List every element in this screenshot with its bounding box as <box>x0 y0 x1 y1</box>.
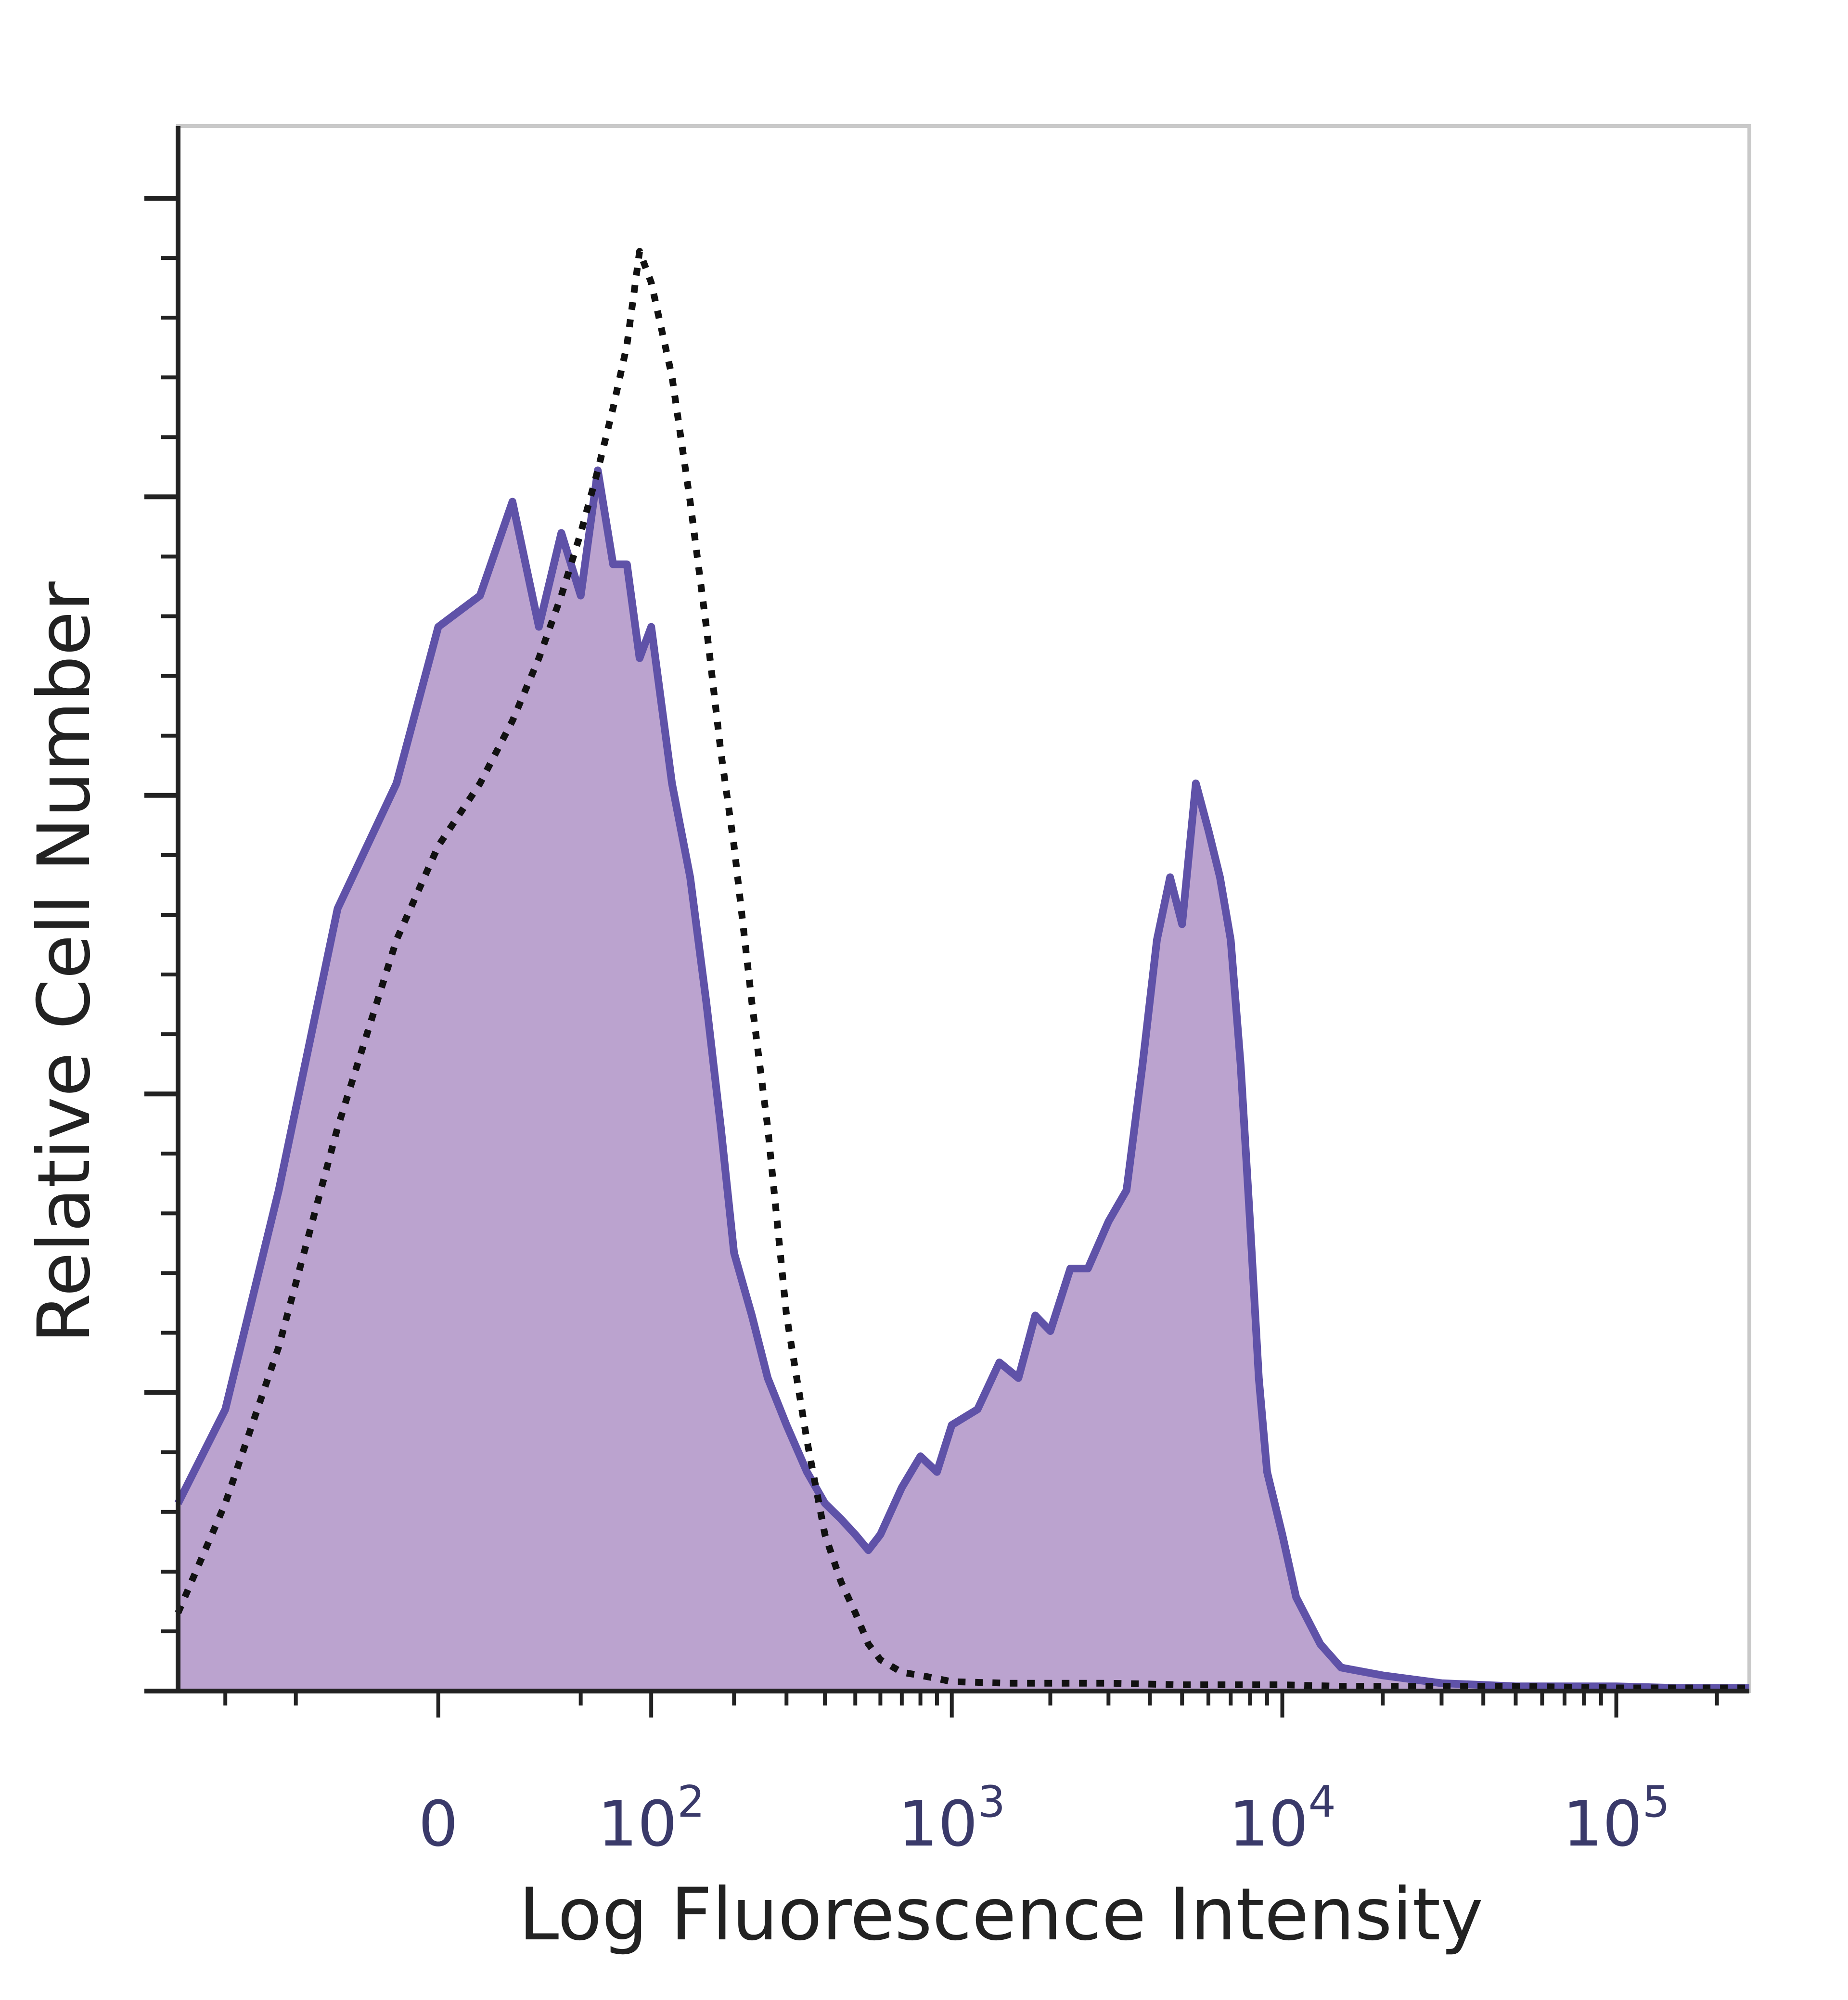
x-tick-label: 104 <box>1229 1777 1336 1860</box>
histogram-line-positive <box>174 466 1749 1692</box>
x-tick-label: 102 <box>598 1777 705 1860</box>
x-tick-label: 103 <box>898 1777 1005 1860</box>
x-tick-label-exponent: 2 <box>677 1777 705 1827</box>
x-tick-label-exponent: 4 <box>1309 1777 1336 1827</box>
x-tick-label-exponent: 5 <box>1643 1777 1670 1827</box>
y-axis-ticks <box>144 196 178 1693</box>
x-axis-title: Log Fluorescence Intensity <box>519 1873 1483 1957</box>
x-tick-label-exponent: 3 <box>978 1777 1005 1827</box>
x-tick-label: 105 <box>1563 1777 1670 1860</box>
x-axis-tick-labels: 0 102 103 104 105 <box>418 1777 1670 1860</box>
histogram-fill-positive <box>178 470 1749 1692</box>
y-axis-title: Relative Cell Number <box>23 581 106 1344</box>
x-axis-ticks <box>223 1691 1719 1718</box>
x-tick-label: 0 <box>418 1787 458 1860</box>
